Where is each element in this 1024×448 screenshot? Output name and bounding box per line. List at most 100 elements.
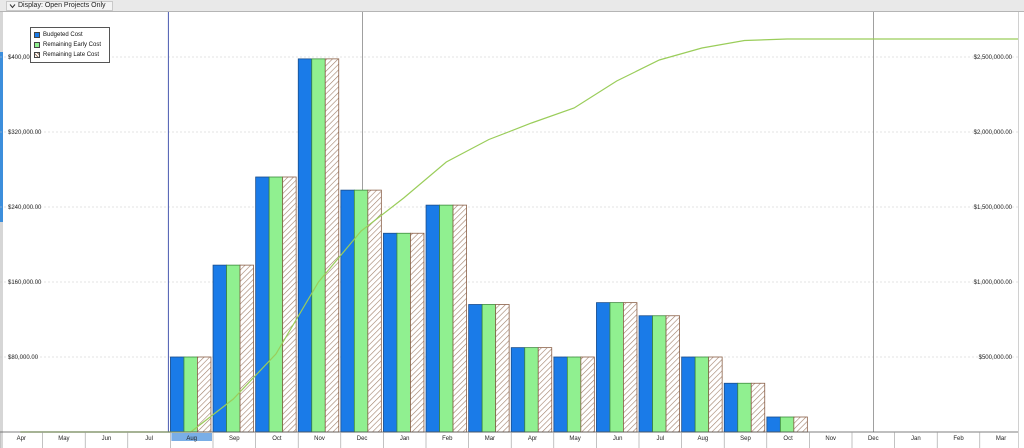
- bar-budgeted: [766, 416, 781, 433]
- bar-late: [750, 382, 766, 433]
- bar-budgeted: [468, 304, 483, 433]
- bar-early: [779, 416, 795, 433]
- bar-budgeted: [510, 347, 526, 433]
- bar-early: [396, 232, 411, 433]
- bar-budgeted: [723, 382, 739, 433]
- x-tick-label: Mar: [996, 436, 1006, 442]
- bar-budgeted: [383, 232, 398, 433]
- x-tick-label: Nov: [314, 436, 325, 442]
- x-tick-label: Dec: [868, 436, 879, 442]
- x-tick-label: Jul: [145, 436, 153, 442]
- legend-swatch-budgeted: [34, 32, 40, 38]
- chart-legend: Budgeted Cost Remaining Early Cost Remai…: [30, 27, 110, 63]
- bar-budgeted: [297, 58, 313, 433]
- bar-late: [324, 58, 340, 433]
- toolbar: Display: Open Projects Only: [0, 0, 1024, 12]
- x-tick-label: Jun: [102, 436, 112, 442]
- bar-early: [524, 347, 539, 433]
- legend-item-late: Remaining Late Cost: [34, 50, 106, 60]
- bar-late: [793, 416, 808, 433]
- x-tick-label: Feb: [442, 436, 453, 442]
- bar-late: [410, 232, 425, 433]
- legend-swatch-early: [34, 42, 40, 48]
- bar-late: [452, 204, 467, 433]
- x-tick-label: Apr: [528, 436, 537, 442]
- bar-early: [652, 315, 667, 433]
- bar-late: [708, 356, 723, 433]
- bar-early: [353, 189, 369, 433]
- x-tick-label: Nov: [825, 436, 836, 442]
- legend-label-late: Remaining Late Cost: [43, 52, 100, 58]
- y-tick-label: $240,000.00: [8, 205, 42, 211]
- bar-budgeted: [425, 204, 440, 433]
- x-tick-label: Apr: [17, 436, 26, 442]
- x-tick-label: Jul: [656, 436, 664, 442]
- bar-budgeted: [255, 176, 270, 433]
- bar-early: [183, 356, 198, 433]
- bar-late: [623, 302, 638, 433]
- x-tick-label: Jan: [911, 436, 921, 442]
- legend-item-budgeted: Budgeted Cost: [34, 30, 106, 40]
- x-tick-label: Aug: [186, 436, 197, 442]
- x-tick-label: Jan: [400, 436, 410, 442]
- x-tick-label: Dec: [357, 436, 368, 442]
- bar-late: [239, 264, 254, 433]
- legend-swatch-late: [34, 52, 40, 58]
- bar-early: [737, 382, 752, 433]
- chevron-down-icon: [9, 4, 16, 9]
- bar-early: [566, 356, 582, 433]
- y2-tick-label: $2,500,000.00: [974, 55, 1013, 61]
- y-tick-label: $160,000.00: [8, 280, 42, 286]
- bar-early: [609, 302, 624, 433]
- bar-late: [367, 189, 382, 433]
- bar-early: [268, 176, 284, 433]
- bar-late: [197, 356, 212, 433]
- display-filter-label: Display: Open Projects Only: [18, 2, 106, 9]
- x-tick-label: May: [58, 436, 69, 442]
- left-panel-scroll-thumb[interactable]: [0, 52, 3, 222]
- x-tick-label: Jun: [613, 436, 623, 442]
- x-tick-label: Oct: [783, 436, 793, 442]
- right-panel-edge[interactable]: [1018, 12, 1024, 448]
- bar-budgeted: [553, 356, 568, 433]
- bar-budgeted: [170, 356, 185, 433]
- y2-tick-label: $2,000,000.00: [974, 130, 1013, 136]
- x-tick-label: Mar: [485, 436, 495, 442]
- x-tick-label: Aug: [698, 436, 709, 442]
- legend-label-budgeted: Budgeted Cost: [43, 32, 83, 38]
- y-tick-label: $320,000.00: [8, 130, 42, 136]
- bar-early: [694, 356, 710, 433]
- bar-budgeted: [340, 189, 355, 433]
- bar-budgeted: [681, 356, 696, 433]
- current-month-highlight: [171, 433, 212, 441]
- bar-late: [665, 315, 680, 433]
- display-filter-dropdown[interactable]: Display: Open Projects Only: [6, 1, 113, 11]
- y-tick-label: $400,000.00: [8, 55, 42, 61]
- left-panel-edge[interactable]: [0, 12, 3, 448]
- bar-early: [311, 58, 326, 433]
- bar-budgeted: [596, 302, 611, 433]
- x-tick-label: Sep: [740, 436, 751, 442]
- x-tick-label: May: [569, 436, 580, 442]
- bar-early: [481, 304, 497, 433]
- y2-tick-label: $1,500,000.00: [974, 205, 1013, 211]
- axes: $80,000.00 $160,000.00 $240,000.00 $320,000…: [0, 55, 1018, 448]
- y2-tick-label: $500,000.00: [979, 355, 1013, 361]
- bar-early: [226, 264, 241, 433]
- x-tick-label: Oct: [272, 436, 282, 442]
- bar-late: [537, 347, 553, 433]
- bar-late: [495, 304, 510, 433]
- x-tick-label: Feb: [953, 436, 964, 442]
- bar-budgeted: [638, 315, 653, 433]
- bar-late: [282, 176, 297, 433]
- legend-label-early: Remaining Early Cost: [43, 42, 102, 48]
- y2-tick-label: $1,000,000.00: [974, 280, 1013, 286]
- legend-item-early: Remaining Early Cost: [34, 40, 106, 50]
- bar-late: [580, 356, 595, 433]
- x-tick-label: Sep: [229, 436, 240, 442]
- bar-budgeted: [212, 264, 227, 433]
- cost-chart: $80,000.00 $160,000.00 $240,000.00 $320,000…: [0, 12, 1018, 448]
- y-tick-label: $80,000.00: [8, 355, 39, 361]
- bar-early: [439, 204, 454, 433]
- bar-series: [170, 58, 808, 433]
